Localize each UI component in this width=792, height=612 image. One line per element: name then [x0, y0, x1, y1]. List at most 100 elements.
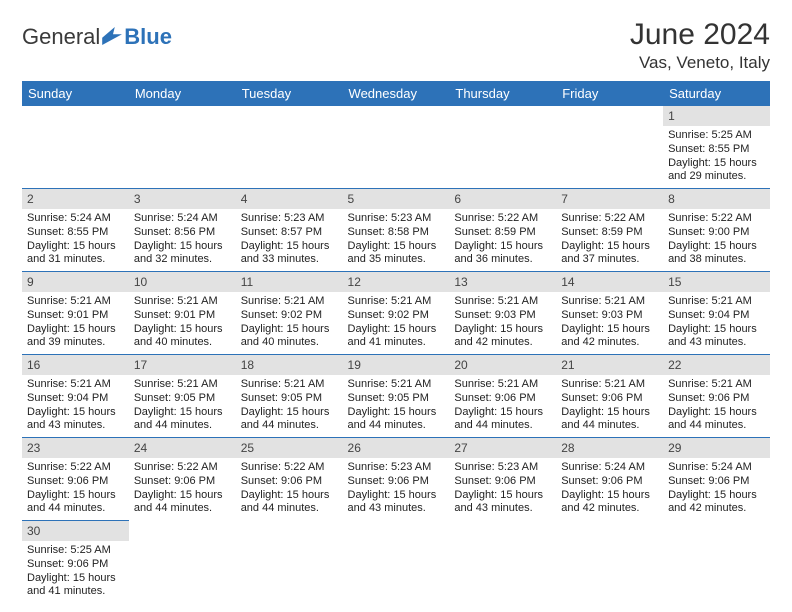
- day-detail-cell: Sunrise: 5:22 AMSunset: 8:59 PMDaylight:…: [449, 209, 556, 272]
- day-number-cell: 7: [556, 189, 663, 210]
- daynum-row: 9101112131415: [22, 272, 770, 293]
- sunrise-text: Sunrise: 5:21 AM: [668, 295, 765, 309]
- day-number-cell: 18: [236, 355, 343, 376]
- daylight2-text: and 35 minutes.: [348, 253, 445, 267]
- day-number-cell: [343, 521, 450, 542]
- day-detail-cell: [343, 126, 450, 189]
- daylight2-text: and 31 minutes.: [27, 253, 124, 267]
- daylight1-text: Daylight: 15 hours: [348, 489, 445, 503]
- sunset-text: Sunset: 9:06 PM: [27, 475, 124, 489]
- day-detail-cell: Sunrise: 5:24 AMSunset: 8:56 PMDaylight:…: [129, 209, 236, 272]
- sunrise-text: Sunrise: 5:21 AM: [454, 295, 551, 309]
- day-number-cell: [556, 521, 663, 542]
- sunrise-text: Sunrise: 5:24 AM: [27, 212, 124, 226]
- sunrise-text: Sunrise: 5:21 AM: [241, 295, 338, 309]
- daylight1-text: Daylight: 15 hours: [134, 323, 231, 337]
- day-detail-cell: Sunrise: 5:21 AMSunset: 9:01 PMDaylight:…: [22, 292, 129, 355]
- day-number-cell: 15: [663, 272, 770, 293]
- sunset-text: Sunset: 9:06 PM: [668, 475, 765, 489]
- sunrise-text: Sunrise: 5:25 AM: [27, 544, 124, 558]
- sunrise-text: Sunrise: 5:23 AM: [454, 461, 551, 475]
- calendar-table: SundayMondayTuesdayWednesdayThursdayFrid…: [22, 81, 770, 603]
- daylight1-text: Daylight: 15 hours: [134, 406, 231, 420]
- day-detail-cell: Sunrise: 5:21 AMSunset: 9:01 PMDaylight:…: [129, 292, 236, 355]
- sunset-text: Sunset: 8:59 PM: [561, 226, 658, 240]
- day-detail-cell: Sunrise: 5:21 AMSunset: 9:05 PMDaylight:…: [236, 375, 343, 438]
- sunset-text: Sunset: 9:01 PM: [27, 309, 124, 323]
- daylight2-text: and 44 minutes.: [241, 502, 338, 516]
- sunset-text: Sunset: 9:06 PM: [454, 475, 551, 489]
- day-detail-cell: Sunrise: 5:21 AMSunset: 9:03 PMDaylight:…: [449, 292, 556, 355]
- sunset-text: Sunset: 8:56 PM: [134, 226, 231, 240]
- day-number-cell: 13: [449, 272, 556, 293]
- daylight1-text: Daylight: 15 hours: [454, 406, 551, 420]
- sunrise-text: Sunrise: 5:21 AM: [241, 378, 338, 392]
- daylight2-text: and 32 minutes.: [134, 253, 231, 267]
- month-title: June 2024: [630, 18, 770, 51]
- calendar-page: General Blue June 2024 Vas, Veneto, Ital…: [0, 0, 792, 603]
- day-detail-cell: Sunrise: 5:23 AMSunset: 8:58 PMDaylight:…: [343, 209, 450, 272]
- daylight1-text: Daylight: 15 hours: [668, 157, 765, 171]
- weekday-header-cell: Tuesday: [236, 81, 343, 106]
- day-detail-cell: Sunrise: 5:24 AMSunset: 9:06 PMDaylight:…: [663, 458, 770, 521]
- day-number-cell: 28: [556, 438, 663, 459]
- sunrise-text: Sunrise: 5:22 AM: [241, 461, 338, 475]
- daylight2-text: and 39 minutes.: [27, 336, 124, 350]
- daylight2-text: and 40 minutes.: [241, 336, 338, 350]
- page-header: General Blue June 2024 Vas, Veneto, Ital…: [22, 18, 770, 73]
- day-detail-cell: Sunrise: 5:22 AMSunset: 8:59 PMDaylight:…: [556, 209, 663, 272]
- sunrise-text: Sunrise: 5:22 AM: [27, 461, 124, 475]
- day-number-cell: [236, 106, 343, 126]
- day-number-cell: 9: [22, 272, 129, 293]
- sunset-text: Sunset: 9:06 PM: [241, 475, 338, 489]
- detail-row: Sunrise: 5:22 AMSunset: 9:06 PMDaylight:…: [22, 458, 770, 521]
- day-number-cell: [343, 106, 450, 126]
- sunrise-text: Sunrise: 5:24 AM: [561, 461, 658, 475]
- daylight2-text: and 41 minutes.: [27, 585, 124, 599]
- day-detail-cell: Sunrise: 5:24 AMSunset: 8:55 PMDaylight:…: [22, 209, 129, 272]
- sunrise-text: Sunrise: 5:23 AM: [348, 212, 445, 226]
- day-number-cell: 25: [236, 438, 343, 459]
- daylight2-text: and 44 minutes.: [454, 419, 551, 433]
- daylight1-text: Daylight: 15 hours: [27, 240, 124, 254]
- day-detail-cell: Sunrise: 5:23 AMSunset: 9:06 PMDaylight:…: [343, 458, 450, 521]
- sunset-text: Sunset: 9:05 PM: [348, 392, 445, 406]
- sunset-text: Sunset: 8:58 PM: [348, 226, 445, 240]
- day-number-cell: 22: [663, 355, 770, 376]
- day-detail-cell: Sunrise: 5:22 AMSunset: 9:06 PMDaylight:…: [236, 458, 343, 521]
- daylight2-text: and 44 minutes.: [27, 502, 124, 516]
- day-number-cell: 12: [343, 272, 450, 293]
- day-number-cell: 23: [22, 438, 129, 459]
- day-detail-cell: Sunrise: 5:25 AMSunset: 9:06 PMDaylight:…: [22, 541, 129, 603]
- daylight2-text: and 44 minutes.: [134, 502, 231, 516]
- detail-row: Sunrise: 5:21 AMSunset: 9:01 PMDaylight:…: [22, 292, 770, 355]
- day-number-cell: 4: [236, 189, 343, 210]
- day-number-cell: 6: [449, 189, 556, 210]
- daylight1-text: Daylight: 15 hours: [27, 572, 124, 586]
- day-number-cell: 8: [663, 189, 770, 210]
- daylight2-text: and 29 minutes.: [668, 170, 765, 184]
- daylight2-text: and 42 minutes.: [454, 336, 551, 350]
- day-number-cell: [236, 521, 343, 542]
- day-detail-cell: [129, 541, 236, 603]
- day-detail-cell: Sunrise: 5:22 AMSunset: 9:06 PMDaylight:…: [22, 458, 129, 521]
- sunset-text: Sunset: 9:00 PM: [668, 226, 765, 240]
- daylight1-text: Daylight: 15 hours: [134, 240, 231, 254]
- day-number-cell: [663, 521, 770, 542]
- sunset-text: Sunset: 9:03 PM: [454, 309, 551, 323]
- day-detail-cell: [556, 541, 663, 603]
- daylight2-text: and 41 minutes.: [348, 336, 445, 350]
- day-number-cell: 19: [343, 355, 450, 376]
- day-number-cell: 5: [343, 189, 450, 210]
- day-detail-cell: Sunrise: 5:21 AMSunset: 9:06 PMDaylight:…: [556, 375, 663, 438]
- sunset-text: Sunset: 8:59 PM: [454, 226, 551, 240]
- day-number-cell: [129, 106, 236, 126]
- daylight2-text: and 43 minutes.: [27, 419, 124, 433]
- sunrise-text: Sunrise: 5:23 AM: [241, 212, 338, 226]
- day-number-cell: 16: [22, 355, 129, 376]
- sunrise-text: Sunrise: 5:22 AM: [668, 212, 765, 226]
- day-detail-cell: Sunrise: 5:25 AMSunset: 8:55 PMDaylight:…: [663, 126, 770, 189]
- sunset-text: Sunset: 9:01 PM: [134, 309, 231, 323]
- sunrise-text: Sunrise: 5:21 AM: [348, 295, 445, 309]
- day-number-cell: [556, 106, 663, 126]
